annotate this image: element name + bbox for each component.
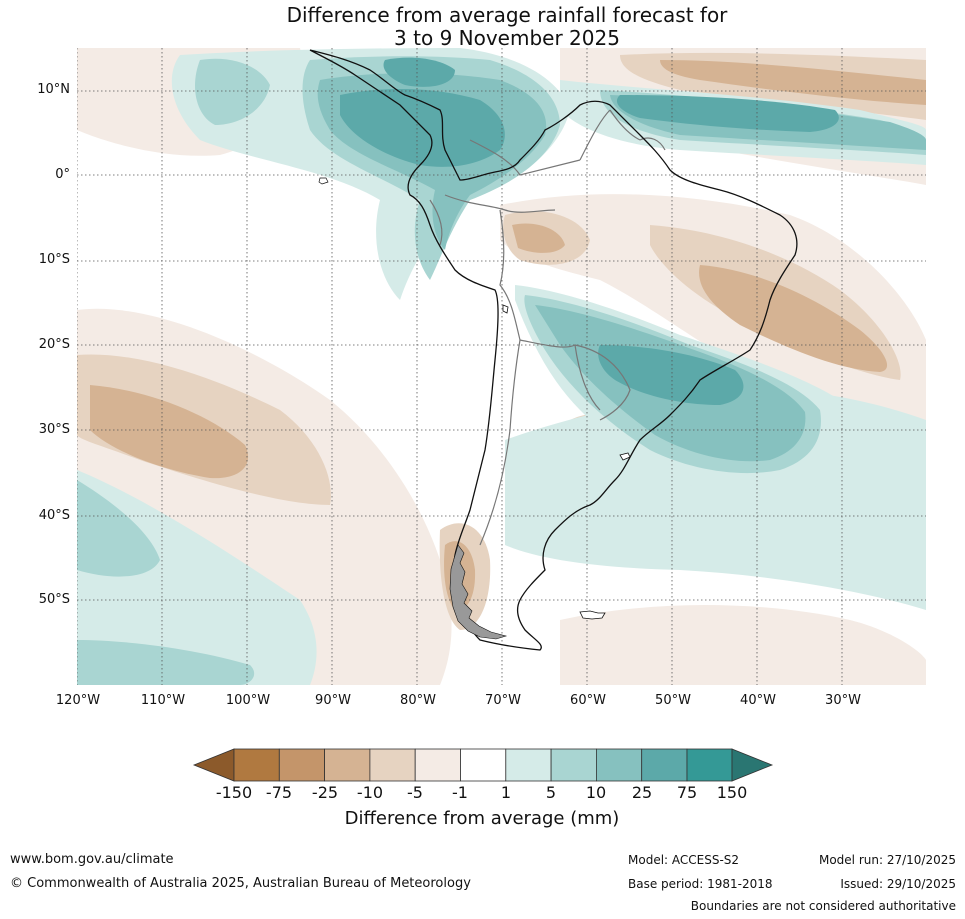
- anomaly-region-southwest-pacific-wet: [77, 480, 160, 577]
- colorbar-tick: 150: [716, 783, 748, 802]
- website-link[interactable]: www.bom.gov.au/climate: [10, 852, 174, 867]
- anomaly-region-andes-dry-strong: [512, 223, 565, 253]
- colorbar-band-9: [596, 748, 643, 782]
- colorbar-band-11: [686, 748, 733, 782]
- patagonia-coast-detail: [449, 544, 508, 640]
- lat-label-30s: 30°S: [38, 422, 70, 437]
- anomaly-region-pacific-north-wet: [195, 58, 270, 125]
- anomaly-region-pacific-band-wet: [77, 640, 255, 685]
- colorbar-tick: -25: [311, 783, 339, 802]
- chart-title: Difference from average rainfall forecas…: [0, 4, 965, 50]
- lon-label-70w: 70°W: [485, 693, 521, 708]
- lat-label-50s: 50°S: [38, 592, 70, 607]
- colorbar-extension-low: [192, 748, 235, 782]
- anomaly-region-brazil-dry: [500, 194, 926, 440]
- anomaly-region-atlantic-wet-strong: [616, 95, 839, 132]
- lat-label-0: 0°: [55, 167, 70, 182]
- colorbar-band-8: [550, 748, 597, 782]
- lon-label-100w: 100°W: [225, 693, 271, 708]
- lat-label-10n: 10°N: [37, 82, 70, 97]
- lat-label-20s: 20°S: [38, 337, 70, 352]
- colorbar-band-4: [369, 748, 416, 782]
- lon-label-30w: 30°W: [825, 693, 861, 708]
- base-period-text: Base period: 1981-2018: [628, 877, 773, 891]
- lon-label-110w: 110°W: [140, 693, 186, 708]
- lon-label-90w: 90°W: [315, 693, 351, 708]
- anomaly-region-brazil-wet-strong: [598, 345, 744, 405]
- colorbar-band-7: [505, 748, 552, 782]
- colorbar-tick: -1: [452, 783, 468, 802]
- anomaly-region-atlantic-dry-strong: [660, 60, 926, 105]
- lake-titicaca: [502, 304, 509, 314]
- anomaly-region-south-pacific-wet: [77, 470, 317, 685]
- colorbar-band-1: [233, 748, 280, 782]
- colorbar-tick: -10: [356, 783, 384, 802]
- issued-text: Issued: 29/10/2025: [840, 877, 956, 891]
- title-line-1: Difference from average rainfall forecas…: [286, 3, 728, 27]
- lat-label-40s: 40°S: [38, 508, 70, 523]
- copyright-text: © Commonwealth of Australia 2025, Austra…: [10, 876, 471, 891]
- lon-label-120w: 120°W: [55, 693, 101, 708]
- anomaly-region-panama-wet-strong: [383, 57, 455, 87]
- gridlines: [77, 48, 926, 685]
- colorbar-tick: -5: [407, 783, 423, 802]
- galapagos-islands: [318, 177, 329, 185]
- colorbar-tick: -150: [215, 783, 253, 802]
- country-boundaries: [429, 109, 666, 546]
- colorbar-tick: 5: [545, 783, 557, 802]
- colorbar-band-6: [460, 748, 507, 782]
- disclaimer-text: Boundaries are not considered authoritat…: [690, 899, 956, 913]
- anomaly-region-south-atlantic-dry: [560, 605, 926, 685]
- colorbar-band-5: [414, 748, 461, 782]
- colorbar-tick: 75: [676, 783, 698, 802]
- lon-label-80w: 80°W: [400, 693, 436, 708]
- lat-label-10s: 10°S: [38, 252, 70, 267]
- continent-coastline: [309, 49, 798, 651]
- map-area: [77, 48, 926, 685]
- colorbar-extension-high: [731, 748, 774, 782]
- anomaly-region-pacific-dry-strong: [90, 385, 249, 479]
- model-text: Model: ACCESS-S2: [628, 853, 740, 867]
- anomaly-region-brazil-dry-strong: [699, 265, 888, 372]
- lon-label-60w: 60°W: [570, 693, 606, 708]
- colorbar-band-10: [641, 748, 688, 782]
- colorbar-band-3: [324, 748, 371, 782]
- falkland-islands: [579, 610, 606, 620]
- colorbar-title: Difference from average (mm): [344, 808, 620, 829]
- lake-patos: [619, 452, 631, 461]
- colorbar-tick: -75: [265, 783, 293, 802]
- model-run-text: Model run: 27/10/2025: [818, 853, 956, 867]
- colorbar-tick: 25: [631, 783, 653, 802]
- lon-label-40w: 40°W: [740, 693, 776, 708]
- title-line-2: 3 to 9 November 2025: [394, 26, 620, 50]
- colorbar: [192, 748, 774, 782]
- colorbar-tick: 1: [500, 783, 512, 802]
- colorbar-band-2: [278, 748, 325, 782]
- lon-label-50w: 50°W: [655, 693, 691, 708]
- colorbar-tick: 10: [585, 783, 607, 802]
